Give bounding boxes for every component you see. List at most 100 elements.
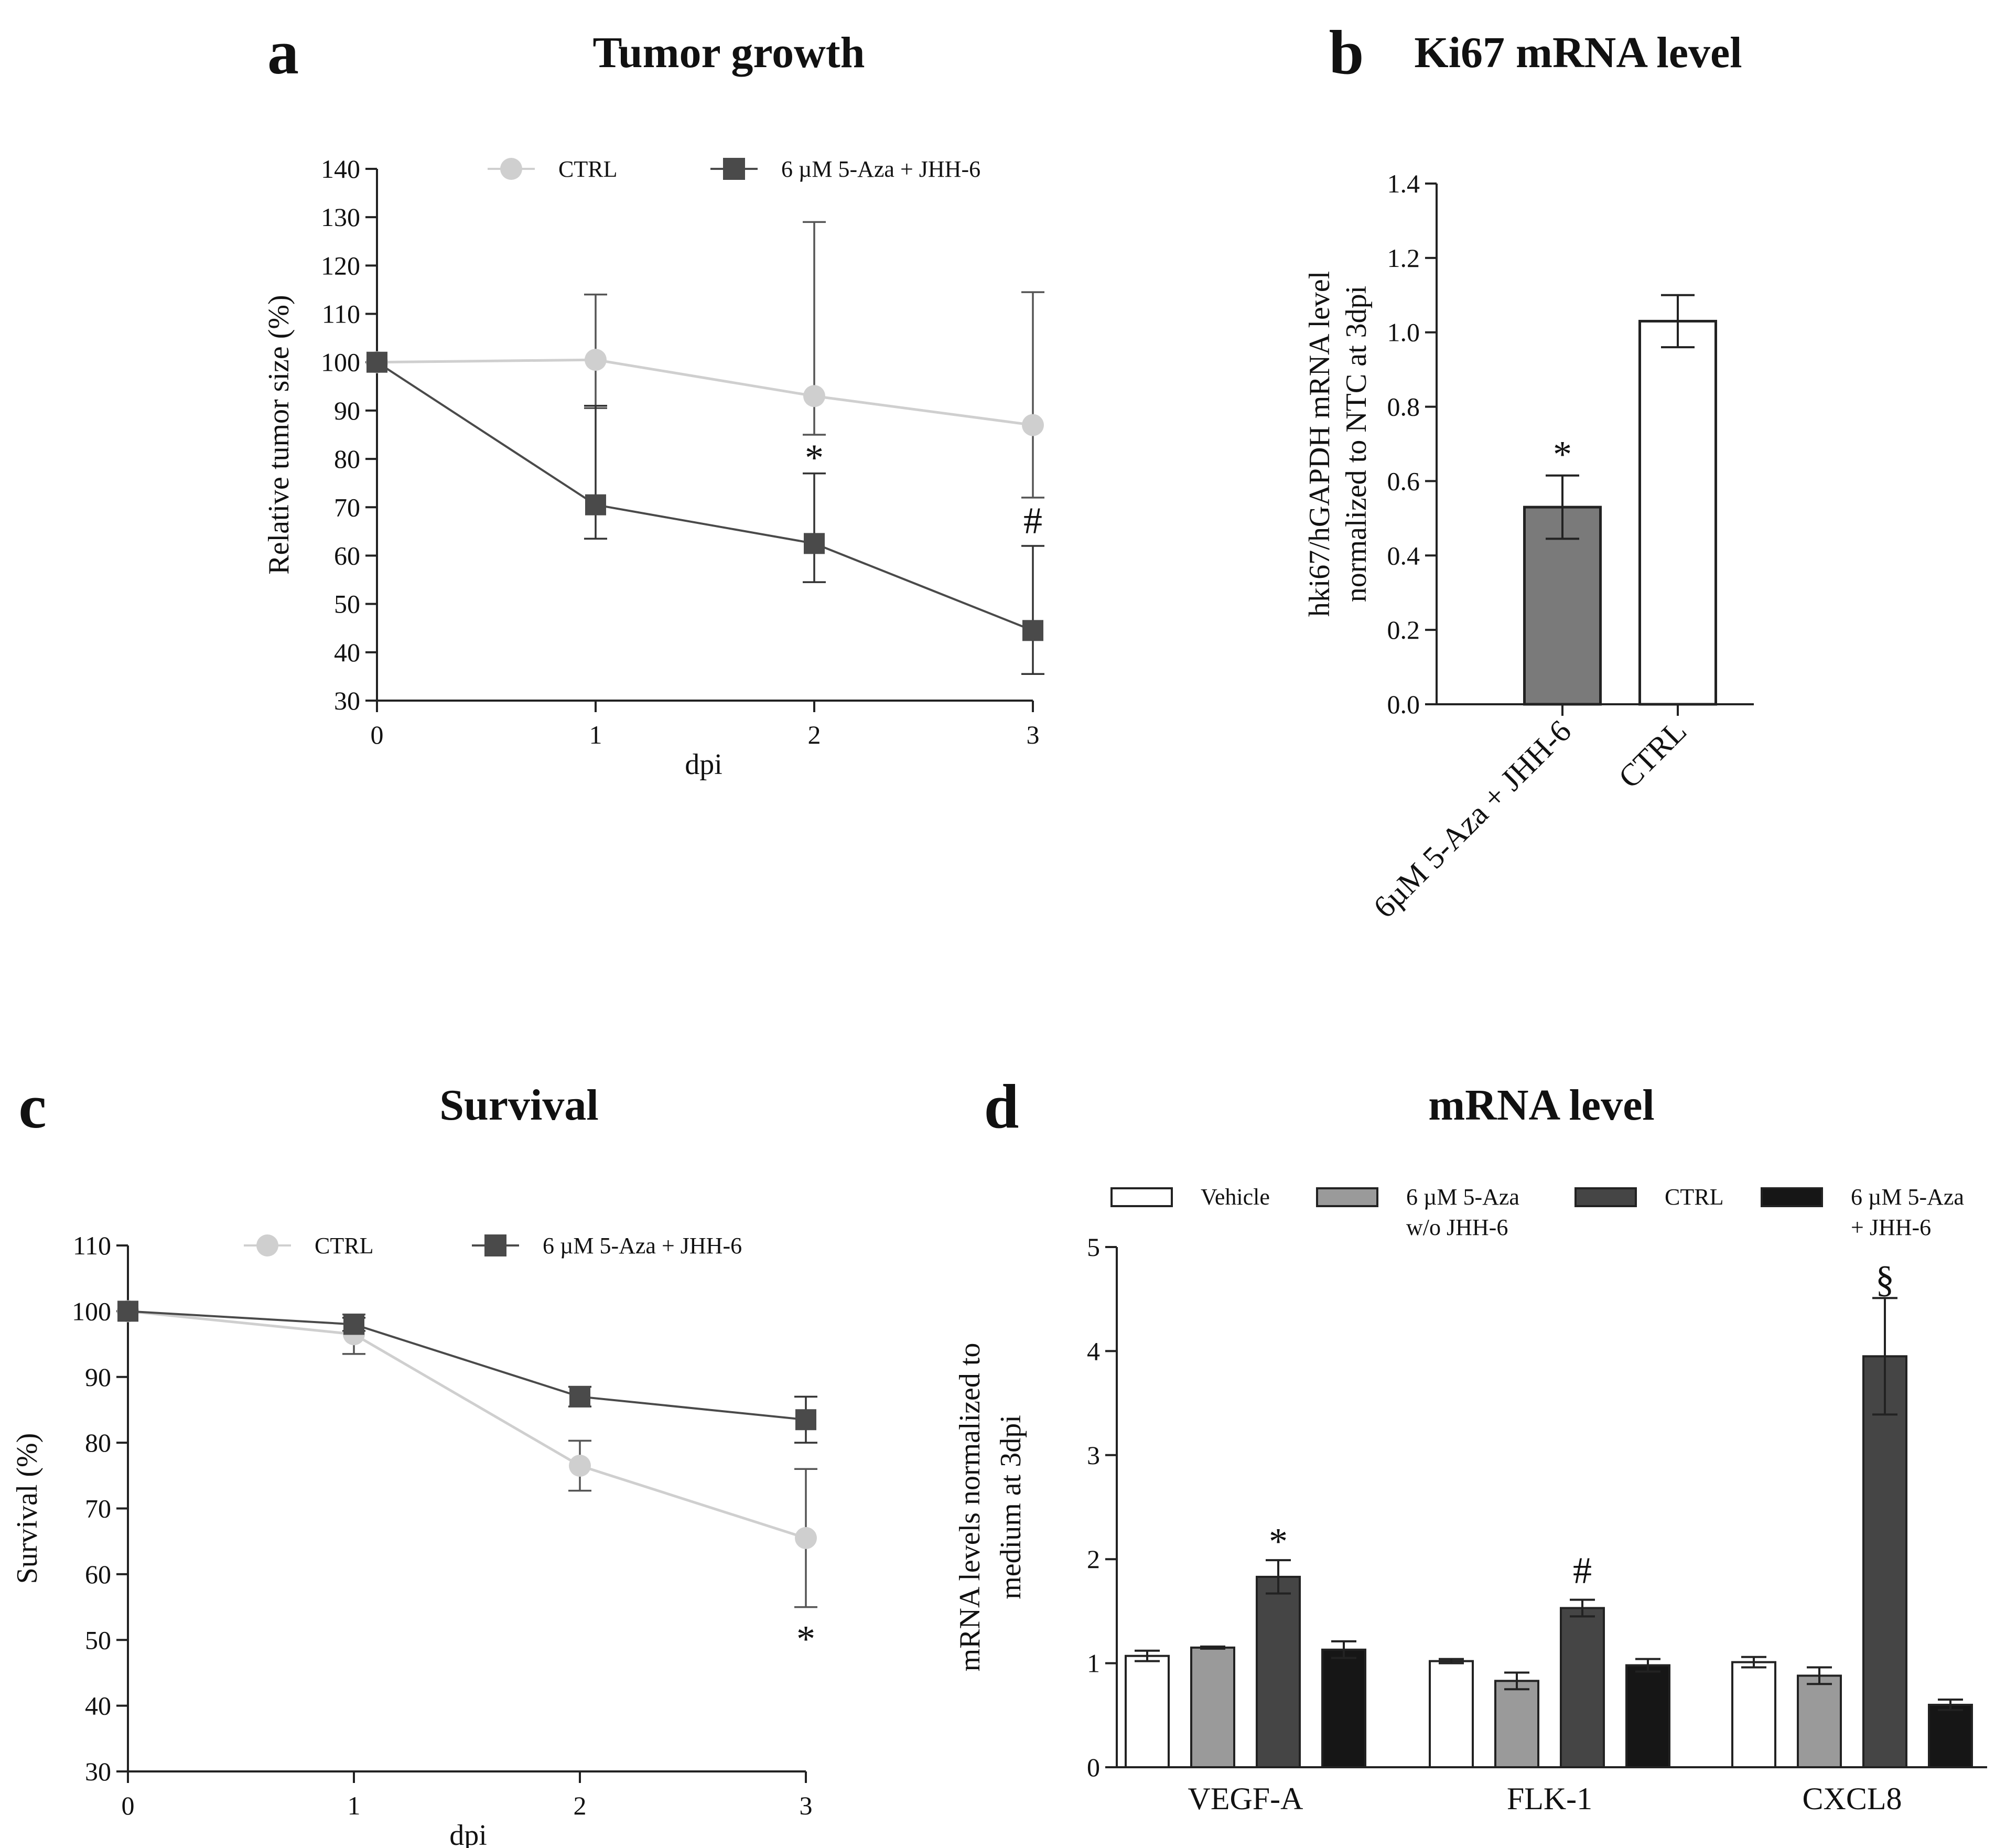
data-point-square: [117, 1301, 138, 1322]
y-tick-label: 130: [321, 202, 360, 232]
y-tick-label: 2: [1087, 1544, 1100, 1574]
y-tick-label: 90: [85, 1362, 111, 1392]
data-point-circle: [256, 1234, 278, 1256]
bar: [1731, 1661, 1776, 1768]
bar: [1125, 1654, 1170, 1768]
legend-label: + JHH-6: [1851, 1215, 1931, 1240]
legend-label: CTRL: [315, 1233, 373, 1259]
y-tick-label: 30: [334, 686, 360, 715]
series-line: [376, 361, 1033, 632]
y-axis-label: normalized to NTC at 3dpi: [1340, 286, 1373, 602]
x-tick-label: 0: [122, 1791, 135, 1820]
legend-label: 6 µM 5-Aza + JHH-6: [543, 1233, 742, 1259]
series-line: [127, 1309, 806, 1540]
x-category-label: CXCL8: [1802, 1781, 1902, 1816]
data-point-circle: [803, 385, 825, 407]
y-tick-label: 110: [73, 1231, 111, 1260]
significance-marker: #: [1573, 1550, 1592, 1592]
data-point-square: [585, 494, 606, 515]
y-axis-label: medium at 3dpi: [995, 1415, 1027, 1599]
legend-label: CTRL: [558, 156, 617, 182]
y-tick-label: 70: [85, 1494, 111, 1523]
legend-swatch: [1110, 1187, 1173, 1207]
y-tick-label: 0.2: [1387, 615, 1420, 644]
y-tick-label: 0: [1087, 1753, 1100, 1782]
y-tick-label: 1.0: [1387, 318, 1420, 347]
panel-letter-b: b: [1329, 17, 1364, 87]
panel-letter-d: d: [984, 1071, 1019, 1141]
x-tick-label: 2: [574, 1791, 587, 1820]
legend-label: 6 µM 5-Aza: [1851, 1184, 1964, 1210]
y-tick-label: 30: [85, 1757, 111, 1786]
y-tick-label: 110: [322, 299, 360, 329]
panel-title-b: Ki67 mRNA level: [1414, 28, 1742, 77]
data-point-square: [569, 1386, 590, 1408]
legend-label: CTRL: [1665, 1184, 1723, 1210]
data-point-circle: [585, 349, 607, 371]
y-tick-label: 3: [1087, 1441, 1100, 1470]
y-tick-label: 1: [1087, 1649, 1100, 1678]
y-tick-label: 80: [85, 1428, 111, 1457]
y-tick-label: 1.2: [1387, 243, 1420, 273]
panel-letter-c: c: [18, 1071, 46, 1141]
y-tick-label: 0.4: [1387, 541, 1420, 570]
y-tick-label: 0.6: [1387, 466, 1420, 496]
legend-label: 6 µM 5-Aza: [1406, 1184, 1519, 1210]
legend-swatch: [1761, 1187, 1823, 1207]
legend-swatch: [1316, 1187, 1378, 1207]
significance-marker: #: [1023, 500, 1042, 542]
x-tick-label: 2: [808, 720, 821, 749]
y-tick-label: 90: [334, 396, 360, 425]
y-tick-label: 120: [321, 251, 360, 280]
x-tick-label: 3: [1027, 720, 1040, 749]
bar: [1190, 1646, 1235, 1769]
y-tick-label: 40: [85, 1691, 111, 1721]
data-point-square: [366, 351, 387, 373]
significance-marker: *: [805, 437, 824, 479]
legend-label: Vehicle: [1201, 1184, 1270, 1210]
y-tick-label: 60: [85, 1560, 111, 1589]
significance-marker: *: [1553, 434, 1572, 476]
significance-marker: §: [1875, 1259, 1894, 1301]
chart-tumor-growth: 30 40 50 60 70 80 90 100 110 120 130 140 0 1 2 3 dpi Rela…: [263, 154, 1044, 781]
x-tick-label: 1: [348, 1791, 361, 1820]
y-tick-label: 0.0: [1387, 690, 1420, 719]
bar: [1928, 1703, 1973, 1768]
y-tick-label: 100: [72, 1296, 111, 1326]
significance-marker: *: [796, 1618, 815, 1660]
bar: [1429, 1660, 1474, 1769]
legend-swatch: [1574, 1187, 1637, 1207]
data-point-circle: [1022, 414, 1044, 436]
series-line: [127, 1310, 806, 1421]
y-tick-label: 0.8: [1387, 392, 1420, 422]
x-category-label: VEGF-A: [1188, 1781, 1303, 1816]
panel-title-a: Tumor growth: [593, 28, 865, 77]
data-point-square: [795, 1409, 816, 1431]
legend-label: w/o JHH-6: [1406, 1215, 1508, 1240]
data-point-square: [804, 533, 825, 554]
y-tick-label: 140: [321, 154, 360, 184]
panel-title-d: mRNA level: [1428, 1081, 1655, 1130]
y-tick-label: 80: [334, 444, 360, 474]
y-tick-label: 40: [334, 638, 360, 667]
chart-mrna-level: 0 1 2 3 4 5 VEGF-A FLK-1 CXCL8 * # § mRNA levels nor…: [954, 1184, 1987, 1816]
data-point-circle: [569, 1455, 591, 1477]
y-axis-label: Survival (%): [11, 1433, 44, 1584]
x-axis-label: dpi: [449, 1819, 487, 1848]
bar: [1256, 1575, 1301, 1768]
x-axis-label: dpi: [685, 748, 722, 781]
chart-ki67-mrna: 0.0 0.2 0.4 0.6 0.8 1.0 1.2 1.4 6µM 5-Aza + JHH-…: [1303, 169, 1754, 925]
x-category-label: FLK-1: [1507, 1781, 1592, 1816]
y-axis-label: Relative tumor size (%): [263, 295, 295, 574]
data-point-square: [723, 158, 745, 180]
bar: [1638, 319, 1717, 706]
y-axis-label: hki67/hGAPDH mRNA level: [1303, 271, 1336, 617]
legend-label: 6 µM 5-Aza + JHH-6: [781, 156, 980, 182]
y-tick-label: 50: [334, 589, 360, 619]
bar: [1523, 506, 1602, 706]
data-point-square: [484, 1234, 506, 1256]
x-tick-label: 1: [589, 720, 602, 749]
bar: [1625, 1664, 1670, 1769]
chart-survival: 30 40 50 60 70 80 90 100 110 0 1 2 3 dpi Survival (%) C…: [11, 1231, 817, 1848]
y-tick-label: 70: [334, 492, 360, 522]
